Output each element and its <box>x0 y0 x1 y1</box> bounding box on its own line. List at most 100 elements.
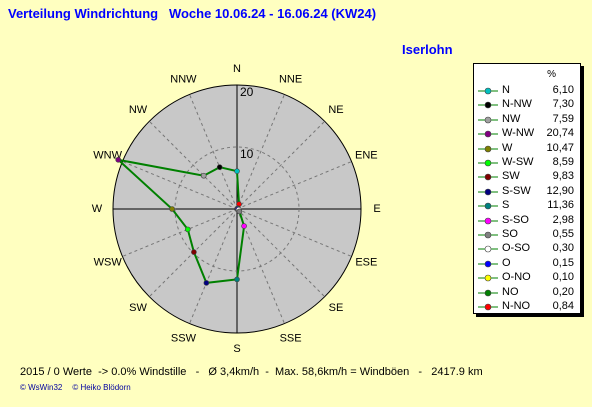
legend-item-o-no: O-NO 0,10 <box>474 271 580 285</box>
copyright-author: © Heiko Blödorn <box>72 383 131 392</box>
direction-label-n: N <box>233 63 241 75</box>
legend-value: 0,84 <box>552 300 574 312</box>
legend-marker-icon <box>478 303 498 311</box>
legend-value: 0,15 <box>552 256 574 269</box>
direction-label-se: SE <box>329 302 344 314</box>
legend-marker-icon <box>478 130 498 138</box>
marker-w-nw <box>115 156 122 163</box>
legend-label: W <box>502 141 513 154</box>
legend-value: 12,90 <box>546 184 574 197</box>
direction-label-ssw: SSW <box>171 332 197 344</box>
legend-value: 0,20 <box>552 285 574 298</box>
legend-item-o-so: O-SO 0,30 <box>474 242 580 256</box>
spoke-nnw <box>189 94 238 210</box>
direction-label-nnw: NNW <box>170 74 197 86</box>
copyright: © WsWin32 © Heiko Blödorn <box>20 383 141 392</box>
direction-label-e: E <box>373 203 380 215</box>
legend-value: 2,98 <box>552 213 574 226</box>
legend-value: 20,74 <box>546 127 574 140</box>
legend-marker-icon <box>478 274 498 282</box>
legend-marker-icon <box>478 246 498 253</box>
legend-label: NW <box>502 112 521 125</box>
legend-label: S-SW <box>502 184 531 197</box>
direction-label-sw: SW <box>129 302 147 314</box>
marker-n-nw <box>216 164 223 170</box>
marker-so <box>236 208 243 215</box>
legend-item-sw: SW 9,83 <box>474 170 580 184</box>
legend-marker-icon <box>478 188 498 196</box>
legend-value: 0,30 <box>552 242 574 255</box>
legend-label: O-NO <box>502 271 531 284</box>
ring-label-10: 10 <box>240 147 254 161</box>
legend-value: 10,47 <box>546 141 574 154</box>
legend-label: W-NW <box>502 127 535 140</box>
legend-unit-header: % <box>547 69 556 80</box>
legend-marker-icon <box>478 260 498 268</box>
direction-label-wsw: WSW <box>94 257 123 269</box>
legend-item-s-so: S-SO 2,98 <box>474 214 580 228</box>
legend-value: 0,10 <box>552 271 574 284</box>
legend-item-s-sw: S-SW 12,90 <box>474 185 580 199</box>
marker-s <box>234 276 240 283</box>
spoke-ne <box>236 120 326 210</box>
legend-label: N <box>502 84 510 96</box>
marker-s-so <box>241 223 247 229</box>
legend-item-no: NO 0,20 <box>474 286 580 300</box>
marker-s-sw <box>203 280 210 286</box>
legend-marker-icon <box>478 159 498 167</box>
legend-value: 11,36 <box>547 199 574 212</box>
direction-label-s: S <box>233 343 240 355</box>
legend-value: 7,30 <box>552 98 574 111</box>
legend-item-n-nw: N-NW 7,30 <box>474 98 580 112</box>
legend-item-n-no: N-NO 0,84 <box>474 300 580 314</box>
spoke-ene <box>236 161 352 210</box>
spoke-nw <box>148 120 238 210</box>
legend-item-w-nw: W-NW 20,74 <box>474 127 580 141</box>
legend-label: O-SO <box>502 242 531 255</box>
marker-w-sw <box>184 226 191 233</box>
legend-item-o: O 0,15 <box>474 257 580 271</box>
legend-value: 7,59 <box>552 112 574 125</box>
direction-label-sse: SSE <box>280 332 302 344</box>
legend-item-s: S 11,36 <box>474 199 580 213</box>
legend-label: NO <box>502 285 519 298</box>
direction-label-ene: ENE <box>355 149 378 161</box>
legend-value: 6,10 <box>552 84 574 96</box>
chart-title: Verteilung Windrichtung Woche 10.06.24 -… <box>8 6 377 21</box>
legend-item-nw: NW 7,59 <box>474 113 580 127</box>
legend-item-n: N 6,10 <box>474 84 580 98</box>
legend-label: W-SW <box>502 156 534 168</box>
legend-label: S-SO <box>502 213 529 226</box>
direction-label-w: W <box>92 203 103 215</box>
legend-item-so: SO 0,55 <box>474 228 580 242</box>
legend: % N 6,10 N-NW 7,30 NW 7,59 W-NW 20,74 W 10,47 W-SW… <box>473 63 581 314</box>
marker-sw <box>191 249 197 255</box>
legend-item-w-sw: W-SW 8,59 <box>474 156 580 170</box>
direction-label-ese: ESE <box>355 257 377 269</box>
legend-value: 0,55 <box>552 228 574 240</box>
legend-marker-icon <box>478 289 498 296</box>
legend-label: S <box>502 199 510 212</box>
legend-label: O <box>502 256 511 269</box>
ring-10 <box>174 146 300 272</box>
legend-label: N-NW <box>502 98 532 111</box>
legend-label: SW <box>502 170 520 183</box>
legend-value: 8,59 <box>552 156 574 168</box>
legend-marker-icon <box>478 231 498 239</box>
direction-label-ne: NE <box>328 104 343 116</box>
footer-stats: 2015 / 0 Werte -> 0.0% Windstille - Ø 3,… <box>20 366 483 378</box>
legend-item-w: W 10,47 <box>474 142 580 156</box>
legend-label: N-NO <box>502 300 531 312</box>
legend-marker-icon <box>478 102 498 109</box>
legend-marker-icon <box>478 87 498 95</box>
direction-label-nw: NW <box>129 104 148 116</box>
legend-marker-icon <box>478 202 498 210</box>
legend-marker-icon <box>478 145 498 152</box>
marker-nw <box>200 172 207 179</box>
ring-label-20: 20 <box>240 85 254 99</box>
direction-label-nne: NNE <box>279 74 302 86</box>
station-name: Iserlohn <box>402 42 453 57</box>
legend-value: 9,83 <box>552 170 574 183</box>
legend-marker-icon <box>478 116 498 124</box>
